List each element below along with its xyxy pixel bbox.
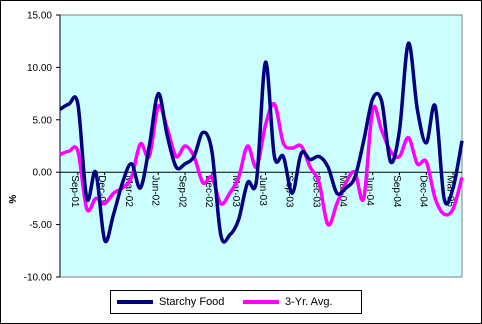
x-tick-label: Sep-02 [176,175,187,208]
series-group [59,41,464,244]
legend-item-3yr-avg: 3-Yr. Avg. [243,295,333,309]
x-axis-ticks: Sep-01 Dec-01 Mar-02 Jun-02 Sep-02 Dec-02 Mar-… [69,172,455,208]
x-tick-label: Jun-02 [150,175,161,206]
x-tick-label: Dec-01 [96,175,107,208]
x-tick-label: Mar-03 [230,175,241,207]
legend-item-starchy-food: Starchy Food [117,295,224,309]
x-tick-label: Jun-03 [257,175,268,206]
y-tick-label: 15.00 [27,11,52,22]
legend-swatch-starchy-food [117,300,153,304]
x-tick-label: Mar-02 [123,175,134,207]
series-line-starchy-food [59,41,464,244]
x-tick-label: Mar-05 [444,175,455,207]
x-tick-label: Sep-01 [69,175,80,208]
x-tick-label: Dec-02 [203,175,214,208]
legend-label-starchy-food: Starchy Food [159,296,225,308]
x-tick-label: Sep-03 [284,175,295,208]
x-tick-label: Dec-04 [418,175,429,208]
x-tick-label: Jun-04 [364,175,375,206]
legend-label-3yr-avg: 3-Yr. Avg. [285,296,333,308]
legend-swatch-3yr-avg [243,300,279,304]
y-tick-label: 10.00 [27,63,52,74]
y-tick-label: 0.00 [33,168,53,179]
y-tick-label: -10.00 [24,273,53,284]
legend: Starchy Food 3-Yr. Avg. [110,290,362,314]
x-tick-label: Dec-03 [310,175,321,208]
y-tick-label: 5.00 [33,115,53,126]
y-tick-label: -5.00 [29,220,52,231]
y-axis-label: % [8,195,19,204]
y-axis-ticks: 15.00 10.00 5.00 0.00 -5.00 -10.00 [24,11,60,284]
x-tick-label: Sep-04 [391,175,402,208]
